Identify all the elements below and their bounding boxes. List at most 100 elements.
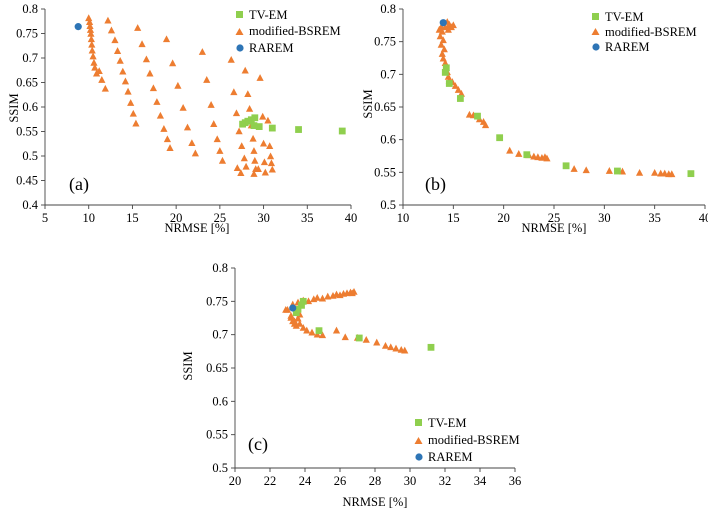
x-tick-label: 40: [699, 211, 708, 225]
y-tick-label: 0.5: [212, 461, 228, 475]
bsrem-point: [668, 170, 676, 178]
bsrem-point: [85, 14, 93, 22]
bsrem-point: [87, 29, 95, 37]
tvem-point: [614, 167, 621, 175]
bsrem-point: [153, 98, 161, 105]
x-tick-label: 24: [299, 474, 312, 488]
bsrem-point: [308, 328, 316, 336]
legend-bsrem-label-b: modified-BSREM: [605, 25, 697, 39]
bsrem-point: [267, 159, 276, 167]
x-tick-label: 30: [257, 211, 270, 225]
bsrem-point: [98, 76, 106, 83]
bsrem-point: [582, 166, 590, 174]
tvem-point: [562, 162, 570, 170]
y-tick-label: 0.8: [380, 2, 396, 16]
panel-a-xlabel: NRMSE [%]: [165, 221, 230, 235]
x-tick-label: 25: [548, 211, 561, 225]
bsrem-point: [324, 292, 332, 300]
legend-rarem-label-b: RAREM: [605, 40, 649, 54]
bsrem-point: [266, 142, 274, 149]
x-tick-label: 15: [126, 211, 139, 225]
bsrem-point: [268, 165, 276, 173]
tvem-point: [474, 112, 481, 120]
legend-bsrem-marker-c: [414, 437, 423, 444]
bsrem-point: [86, 26, 95, 33]
bsrem-point: [91, 63, 99, 71]
bsrem-point: [451, 82, 459, 89]
bsrem-point: [230, 88, 238, 96]
panel-a-legend: TV-EM modified-BSREM RAREM: [235, 8, 341, 55]
tvem-point: [292, 309, 300, 317]
bsrem-point: [101, 84, 109, 92]
bsrem-point: [237, 169, 245, 176]
bsrem-point: [651, 168, 659, 176]
bsrem-point: [113, 47, 122, 54]
bsrem-point: [332, 326, 341, 334]
x-tick-label: 30: [598, 211, 611, 225]
bsrem-point: [362, 336, 370, 343]
bsrem-point: [138, 40, 146, 48]
bsrem-point: [441, 23, 449, 31]
bsrem-point: [149, 84, 158, 92]
x-tick-label: 10: [397, 211, 410, 225]
bsrem-point: [119, 67, 127, 75]
bsrem-point: [88, 40, 96, 48]
bsrem-point: [198, 48, 206, 55]
tvem-point: [442, 64, 450, 72]
bsrem-point: [132, 119, 140, 127]
x-tick-label: 20: [497, 211, 510, 225]
x-tick-label: 20: [229, 474, 242, 488]
bsrem-point: [121, 77, 130, 85]
bsrem-point: [260, 158, 269, 166]
bsrem-point: [90, 58, 98, 66]
y-tick-label: 0.7: [212, 328, 228, 342]
bsrem-point: [282, 306, 290, 313]
y-tick-label: 0.65: [374, 100, 396, 114]
bsrem-point: [156, 111, 165, 119]
bsrem-point: [292, 322, 300, 329]
bsrem-point: [435, 25, 443, 33]
panel-a-label: (a): [69, 174, 89, 195]
bsrem-point: [449, 21, 457, 29]
bsrem-point: [250, 170, 258, 177]
y-tick-label: 0.75: [206, 294, 228, 308]
bsrem-point: [169, 59, 177, 67]
chart-panel-b: 10 15 20 25 30 35 40 0.5 0.55 0.6 0.65 0.7 0.75 0.8 (…: [361, 2, 708, 235]
legend-tvem-label-a: TV-EM: [249, 8, 287, 22]
bsrem-point: [160, 125, 168, 132]
bsrem-point: [441, 59, 449, 67]
bsrem-point: [218, 156, 227, 164]
tvem-point: [295, 126, 302, 133]
tvem-point: [239, 120, 246, 128]
bsrem-point: [166, 144, 174, 151]
bsrem-point: [191, 149, 199, 157]
y-tick-label: 0.6: [380, 133, 396, 147]
legend-rarem-marker-c: [415, 453, 423, 461]
bsrem-point: [233, 164, 241, 172]
bsrem-point: [85, 18, 94, 26]
bsrem-point: [86, 22, 94, 29]
legend-tvem-label-c: TV-EM: [428, 416, 466, 430]
bsrem-point: [235, 127, 243, 135]
bsrem-point: [570, 165, 578, 172]
bsrem-point: [259, 139, 268, 147]
bsrem-point: [238, 142, 246, 149]
bsrem-point: [392, 344, 400, 352]
legend-bsrem-marker-b: [591, 28, 600, 35]
bsrem-point: [142, 55, 151, 63]
legend-rarem-label-c: RAREM: [428, 450, 472, 464]
bsrem-point: [259, 112, 267, 120]
bsrem-point: [341, 333, 349, 341]
tvem-point: [445, 80, 453, 87]
x-tick-label: 10: [82, 211, 95, 225]
legend-bsrem-label-a: modified-BSREM: [249, 24, 341, 38]
tvem-point: [250, 122, 258, 130]
bsrem-point: [188, 139, 196, 147]
x-tick-label: 40: [345, 211, 358, 225]
rarem-point: [289, 304, 297, 312]
bsrem-point: [210, 120, 218, 127]
tvem-point: [687, 170, 695, 178]
panel-c-legend: TV-EM modified-BSREM RAREM: [414, 416, 520, 464]
tvem-point: [255, 123, 263, 130]
bsrem-point: [87, 35, 95, 43]
